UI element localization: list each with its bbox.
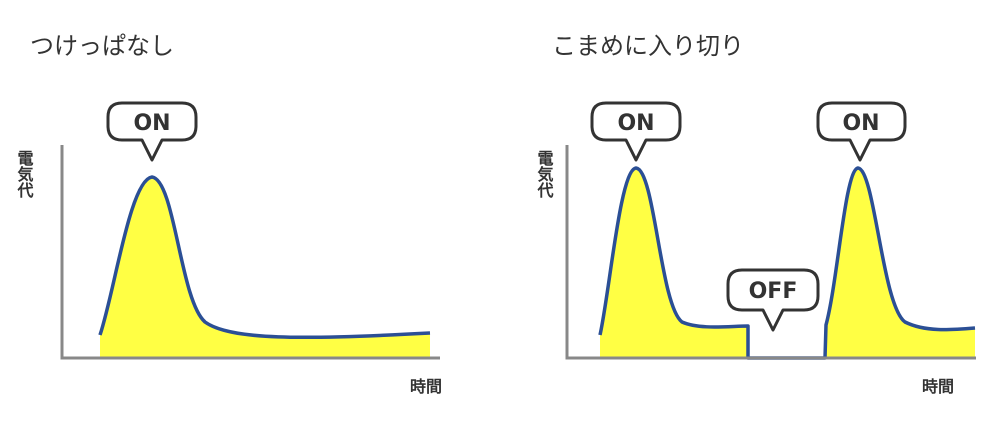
usage-area (100, 177, 430, 358)
usage-curve (98, 175, 431, 340)
callout-text: ON (617, 111, 654, 136)
y-axis-label: 電気代 (15, 150, 35, 199)
callout-bubble (816, 101, 907, 162)
usage-area (600, 168, 748, 358)
callout-bubble (590, 101, 682, 162)
callout-bubble (726, 268, 820, 332)
callout-text: ON (842, 111, 879, 136)
panel-title: つけっぱなし (30, 32, 174, 60)
left-panel: つけっぱなし 電気代 時間 ON (15, 32, 443, 396)
x-axis-label: 時間 (410, 377, 442, 396)
callout-text: ON (133, 111, 170, 136)
right-panel: こまめに入り切り 電気代 時間 ON OFF ON (535, 32, 976, 396)
axes (60, 145, 440, 360)
usage-area (826, 168, 975, 358)
panel-title: こまめに入り切り (552, 32, 744, 60)
x-axis-label: 時間 (922, 377, 954, 396)
y-axis-label: 電気代 (535, 150, 555, 199)
axes (565, 145, 976, 360)
callout-text: OFF (749, 279, 798, 304)
callout-bubble (106, 101, 198, 162)
